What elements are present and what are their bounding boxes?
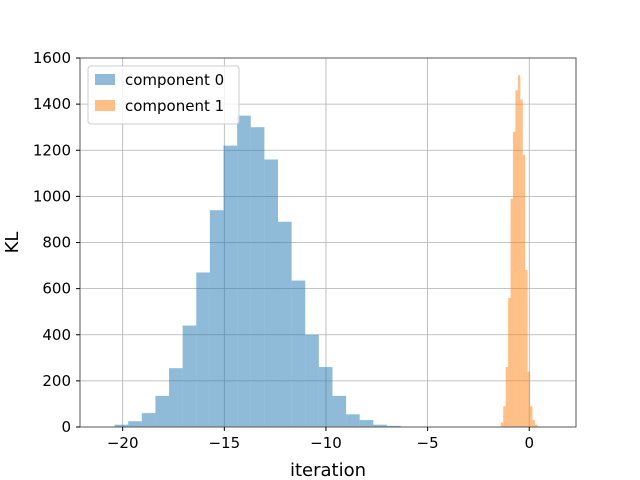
legend-label-0: component 0 <box>125 71 224 89</box>
histogram-bar-series-1 <box>508 297 511 427</box>
y-tick-label: 400 <box>42 326 71 344</box>
y-tick-label: 200 <box>42 372 71 390</box>
histogram-bar-series-1 <box>500 422 504 427</box>
y-tick-label: 1600 <box>33 49 71 67</box>
histogram-bar-series-0 <box>182 325 197 427</box>
y-tick-label: 1200 <box>33 141 71 159</box>
x-tick-label: −15 <box>208 434 240 452</box>
histogram-bars <box>114 75 540 428</box>
y-tick-label: 1400 <box>33 95 71 113</box>
histogram-bar-series-1 <box>530 406 533 427</box>
histogram-bar-series-1 <box>525 270 528 427</box>
histogram-bar-series-0 <box>250 127 265 427</box>
histogram-bar-series-1 <box>532 420 535 427</box>
histogram-bar-series-1 <box>510 198 513 427</box>
x-tick-label: −10 <box>310 434 342 452</box>
legend: component 0 component 1 <box>87 65 240 125</box>
histogram-bar-series-0 <box>359 420 374 427</box>
histogram-bar-series-0 <box>223 145 238 427</box>
histogram-bar-series-0 <box>209 210 224 427</box>
histogram-bar-series-0 <box>291 280 306 427</box>
x-tick-label: −5 <box>417 434 439 452</box>
legend-label-1: component 1 <box>125 97 224 115</box>
legend-box <box>87 65 240 125</box>
histogram-bar-series-0 <box>237 115 251 427</box>
histogram-bar-series-0 <box>332 395 347 427</box>
y-tick-label: 1000 <box>33 187 71 205</box>
histogram-bar-series-1 <box>503 406 506 427</box>
histogram-bar-series-0 <box>386 425 401 427</box>
histogram-bar-series-0 <box>141 413 156 427</box>
legend-swatch-0 <box>95 74 115 85</box>
y-axis-label: KL <box>2 232 23 254</box>
axis-ticks: −20 −15 −10 −5 0 0 200 400 600 800 1000 1200 1400 160… <box>33 49 534 452</box>
histogram-bar-series-0 <box>318 367 333 427</box>
x-axis-label: iteration <box>290 460 366 480</box>
histogram-bar-series-0 <box>196 272 210 427</box>
y-tick-label: 0 <box>61 418 71 436</box>
histogram-bar-series-0 <box>305 334 319 427</box>
histogram-bar-series-1 <box>522 154 526 428</box>
x-tick-label: −20 <box>107 434 139 452</box>
histogram-bar-series-0 <box>277 221 292 427</box>
x-tick-label: 0 <box>524 434 534 452</box>
histogram-bar-series-1 <box>534 424 538 427</box>
histogram-bar-series-1 <box>520 99 523 427</box>
histogram-bar-series-1 <box>527 371 531 427</box>
y-tick-label: 600 <box>42 280 71 298</box>
legend-swatch-1 <box>95 100 115 111</box>
y-tick-label: 800 <box>42 234 71 252</box>
histogram-bar-series-0 <box>128 421 142 427</box>
histogram-bar-series-1 <box>515 90 518 427</box>
histogram-bar-series-0 <box>114 424 129 427</box>
histogram-bar-series-1 <box>512 131 516 428</box>
histogram-bar-series-0 <box>169 368 183 427</box>
histogram-bar-series-0 <box>373 424 387 427</box>
histogram-bar-series-0 <box>346 414 360 427</box>
histogram-bar-series-1 <box>505 367 509 427</box>
histogram-bar-series-0 <box>264 159 278 427</box>
histogram-bar-series-0 <box>155 395 170 427</box>
histogram-bar-series-1 <box>517 75 521 427</box>
